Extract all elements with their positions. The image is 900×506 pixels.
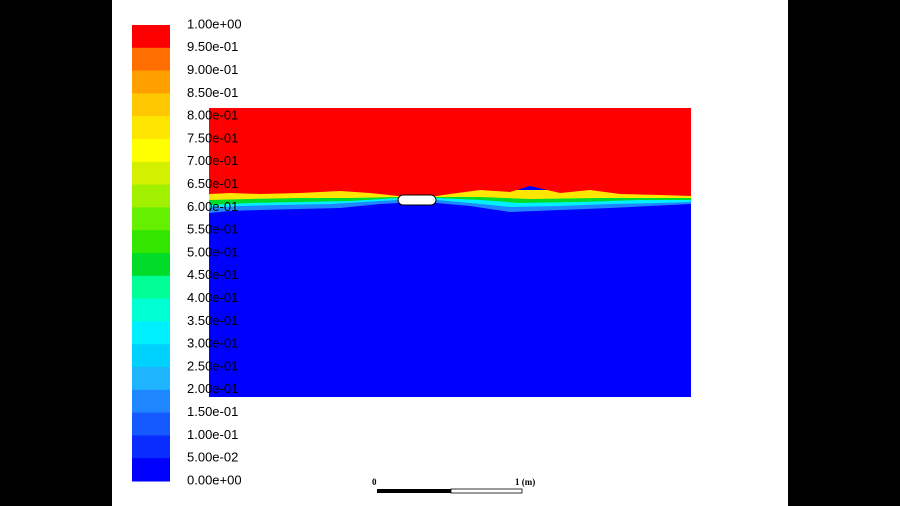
colorbar-band xyxy=(132,321,170,345)
obstacle xyxy=(397,194,437,206)
colorbar-band xyxy=(132,367,170,391)
colorbar-label: 2.50e-01 xyxy=(187,358,238,373)
colorbar-band xyxy=(132,344,170,368)
colorbar-label: 9.50e-01 xyxy=(187,39,238,54)
colorbar-label: 7.00e-01 xyxy=(187,153,238,168)
scale-segment xyxy=(377,489,451,493)
colorbar-band xyxy=(132,389,170,414)
colorbar-label: 6.00e-01 xyxy=(187,199,238,214)
colorbar-band xyxy=(132,275,170,300)
colorbar-label: 5.50e-01 xyxy=(187,222,238,237)
colorbar-label: 1.00e-01 xyxy=(187,427,238,442)
colorbar-label: 5.00e-01 xyxy=(187,244,238,259)
colorbar-band xyxy=(132,412,170,436)
colorbar-label: 2.00e-01 xyxy=(187,381,238,396)
colorbar-band xyxy=(132,184,170,208)
scale-segment xyxy=(450,488,523,494)
colorbar-band xyxy=(132,161,170,186)
colorbar-label: 3.00e-01 xyxy=(187,336,238,351)
band xyxy=(209,190,691,200)
colorbar-labels: 1.00e+00 9.50e-01 9.00e-01 8.50e-01 8.00e-01… xyxy=(187,16,242,487)
colorbar-label: 1.00e+00 xyxy=(187,16,242,31)
colorbar-band xyxy=(132,253,170,277)
region-red xyxy=(209,108,691,196)
colorbar-band xyxy=(132,139,170,163)
colorbar-band xyxy=(132,70,170,94)
colorbar-label: 4.50e-01 xyxy=(187,267,238,282)
colorbar-label: 8.50e-01 xyxy=(187,85,238,100)
colorbar-label: 6.50e-01 xyxy=(187,176,238,191)
contour-field xyxy=(209,108,691,397)
colorbar-band xyxy=(132,207,170,231)
colorbar-band xyxy=(132,298,170,322)
scale-bar: 0 1 (m) xyxy=(372,477,535,494)
colorbar-band xyxy=(132,47,170,72)
colorbar-label: 8.00e-01 xyxy=(187,108,238,123)
colorbar-band xyxy=(132,458,170,482)
colorbar-band xyxy=(132,25,170,49)
colorbar-label: 7.50e-01 xyxy=(187,130,238,145)
scale-end: 1 (m) xyxy=(515,477,535,487)
colorbar-label: 5.00e-02 xyxy=(187,450,238,465)
colorbar-label: 1.50e-01 xyxy=(187,404,238,419)
colorbar-label: 0.00e+00 xyxy=(187,472,242,487)
colorbar-label: 9.00e-01 xyxy=(187,62,238,77)
colorbar-band xyxy=(132,230,170,254)
scale-start: 0 xyxy=(372,477,377,487)
colorbar-label: 3.50e-01 xyxy=(187,313,238,328)
colorbar xyxy=(132,25,170,482)
colorbar-band xyxy=(132,435,170,459)
colorbar-band xyxy=(132,116,170,140)
colorbar-band xyxy=(132,93,170,117)
colorbar-label: 4.00e-01 xyxy=(187,290,238,305)
